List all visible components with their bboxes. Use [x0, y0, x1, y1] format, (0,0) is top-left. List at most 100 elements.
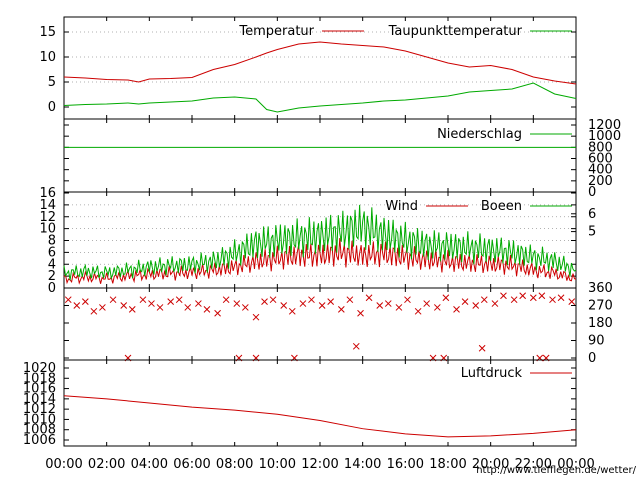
series-line — [63, 82, 577, 113]
data-point — [442, 294, 450, 302]
legend-label: Luftdruck — [461, 366, 523, 381]
data-point — [299, 300, 307, 307]
legend-label: Wind — [385, 199, 418, 214]
data-point — [109, 296, 117, 304]
data-point — [414, 307, 422, 315]
data-point-stroke — [376, 302, 384, 309]
data-point — [480, 296, 488, 304]
y-tick-label: 400 — [588, 163, 613, 178]
y-tick-label: 1016 — [23, 382, 56, 397]
y-tick-label: 1008 — [23, 423, 56, 438]
data-point-stroke — [156, 304, 164, 311]
data-point-stroke — [222, 296, 230, 304]
y-tick-label: 1006 — [23, 433, 56, 448]
x-tick-label: 08:00 — [216, 457, 253, 472]
y-tick-label: 0 — [588, 185, 596, 200]
y-tick-label: 15 — [39, 25, 56, 40]
data-point-stroke — [337, 306, 345, 313]
x-tick-label: 18:00 — [429, 457, 466, 472]
data-point — [203, 306, 211, 313]
data-point — [148, 300, 155, 307]
data-point-stroke — [241, 304, 249, 311]
data-point — [404, 296, 411, 304]
data-point-stroke — [346, 296, 354, 304]
data-point — [423, 300, 431, 307]
x-tick-label: 10:00 — [259, 457, 296, 472]
y-tick-label: 0 — [588, 351, 596, 366]
data-point-stroke — [414, 307, 422, 315]
data-point-stroke — [442, 294, 450, 302]
y-tick-label: 800 — [588, 140, 613, 155]
series-line — [63, 395, 577, 438]
series-line — [63, 204, 577, 281]
panel-wind-direction-panel: 0 90 180 270 360 — [63, 281, 613, 366]
data-point-stroke — [500, 292, 507, 300]
data-point-stroke — [519, 292, 527, 300]
data-point — [139, 296, 147, 304]
data-point — [346, 296, 354, 304]
data-point-stroke — [139, 296, 147, 304]
data-point-stroke — [233, 300, 241, 307]
legend-label: Taupunkttemperatur — [388, 24, 523, 39]
x-axis: 00:00 02:00 04:00 06:00 08:00 10:00 12:00 14:00… — [45, 457, 594, 472]
data-point-stroke — [538, 292, 546, 300]
y-tick-label: 0 — [48, 100, 56, 115]
data-point — [472, 302, 480, 309]
y-tick-label: 90 — [588, 334, 605, 349]
data-point-stroke — [480, 296, 488, 304]
data-point — [156, 304, 164, 311]
data-point — [395, 304, 403, 311]
source-url: http://www.tiefflegen.de/wetter/ — [476, 465, 636, 476]
data-point-stroke — [327, 298, 335, 305]
x-tick-label: 06:00 — [173, 457, 210, 472]
legend-label: Boeen — [481, 199, 522, 214]
x-tick-label: 22:00 — [515, 457, 552, 472]
data-point-stroke — [73, 302, 81, 309]
data-point — [529, 294, 537, 302]
y-tick-label: 10 — [39, 222, 56, 237]
data-point-stroke — [549, 296, 556, 304]
y-tick-label: 1014 — [23, 392, 56, 407]
y-tick-label: 360 — [588, 281, 613, 296]
data-point — [337, 306, 345, 313]
data-point — [241, 304, 249, 311]
y-tick-label: 200 — [588, 174, 613, 189]
y-tick-label: 180 — [588, 316, 613, 331]
y-tick-label: 16 — [39, 186, 56, 201]
x-tick-label: 20:00 — [472, 457, 509, 472]
data-point — [195, 300, 202, 307]
data-point — [510, 296, 518, 304]
data-point-stroke — [352, 342, 360, 350]
data-point-stroke — [90, 307, 98, 315]
data-point — [233, 300, 241, 307]
data-point — [99, 304, 106, 311]
y-tick-label: 1018 — [23, 371, 56, 386]
data-point — [280, 302, 288, 309]
x-tick-label: 04:00 — [131, 457, 168, 472]
y-tick-label: 0 — [48, 281, 56, 296]
legend-label: Temperatur — [238, 24, 314, 39]
data-point-stroke — [167, 298, 175, 305]
y-tick-label: 2 — [48, 269, 56, 284]
data-point-stroke — [280, 302, 288, 309]
y-tick-label: 14 — [39, 198, 56, 213]
data-point-stroke — [203, 306, 211, 313]
data-point-stroke — [308, 296, 315, 304]
data-point-stroke — [404, 296, 411, 304]
data-point-stroke — [299, 300, 307, 307]
data-point — [81, 298, 89, 305]
data-point — [433, 304, 441, 311]
data-point — [128, 306, 136, 313]
y-tick-label: 1200 — [588, 118, 621, 133]
x-tick-label: 00:00 — [45, 457, 82, 472]
data-point — [568, 298, 576, 305]
data-point — [538, 292, 546, 300]
data-point — [557, 294, 565, 302]
data-point-stroke — [109, 296, 117, 304]
data-point-stroke — [120, 302, 128, 309]
panel-temperature-panel: 0 5 10 15 Taupunkttemperatur Temperatur — [39, 16, 577, 120]
